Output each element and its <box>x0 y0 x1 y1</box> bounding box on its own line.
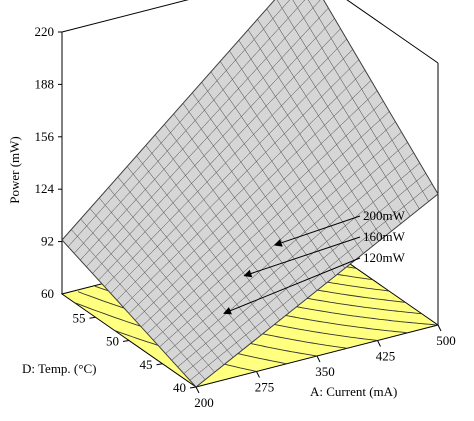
y-tick-label: 55 <box>73 310 86 325</box>
x-tick <box>256 371 260 378</box>
x-tick-label: 200 <box>194 395 214 410</box>
z-tick-label: 188 <box>35 76 55 91</box>
back-top-edge <box>61 0 189 33</box>
x-tick <box>195 386 200 394</box>
z-tick-label: 220 <box>35 24 55 39</box>
x-axis-label: A: Current (mA) <box>310 384 397 399</box>
y-axis-label: D: Temp. (°C) <box>22 361 96 376</box>
surface-cell <box>312 0 329 19</box>
surface-cell <box>281 0 298 19</box>
x-tick <box>377 340 381 347</box>
y-tick <box>122 340 130 342</box>
z-tick-label: 92 <box>41 234 54 249</box>
y-tick-label: 50 <box>106 334 119 349</box>
y-tick-label: 40 <box>173 380 186 395</box>
surface-cell <box>276 0 290 9</box>
axis-ticks: 92 124 156 188 220 60 200 275 350 425 500 40 45 50 55 <box>35 24 456 410</box>
x-tick-label: 350 <box>315 364 335 379</box>
contour-label-160mW: 160mW <box>363 229 406 244</box>
contour-label-200mW: 200mW <box>363 208 406 223</box>
x-tick-label: 275 <box>255 380 275 395</box>
surface-cell <box>292 0 306 9</box>
z-axis-label: Power (mW) <box>7 136 22 204</box>
contour-arrow <box>223 257 361 315</box>
contour-label-120mW: 120mW <box>363 250 406 265</box>
contour-arrow <box>273 215 361 247</box>
y-tick <box>156 363 163 366</box>
y-tick <box>89 316 96 319</box>
surface-cell <box>308 0 321 9</box>
right-top-edge <box>346 0 439 64</box>
y-tick-label: 45 <box>140 357 153 372</box>
x-tick-label: 425 <box>376 349 396 364</box>
contour-callouts: 200mW 160mW 120mW <box>223 208 406 315</box>
y-tick <box>189 386 197 389</box>
x-tick-label: 500 <box>436 333 456 348</box>
response-surface <box>61 0 439 388</box>
x-tick <box>437 324 442 332</box>
x-tick <box>316 355 321 363</box>
contour-arrow <box>243 236 361 278</box>
z-tick-label: 156 <box>35 129 55 144</box>
z-floor-label: 60 <box>41 286 54 301</box>
z-tick-label: 124 <box>35 181 55 196</box>
surface-outline <box>61 0 439 388</box>
surface-cell <box>297 0 314 19</box>
